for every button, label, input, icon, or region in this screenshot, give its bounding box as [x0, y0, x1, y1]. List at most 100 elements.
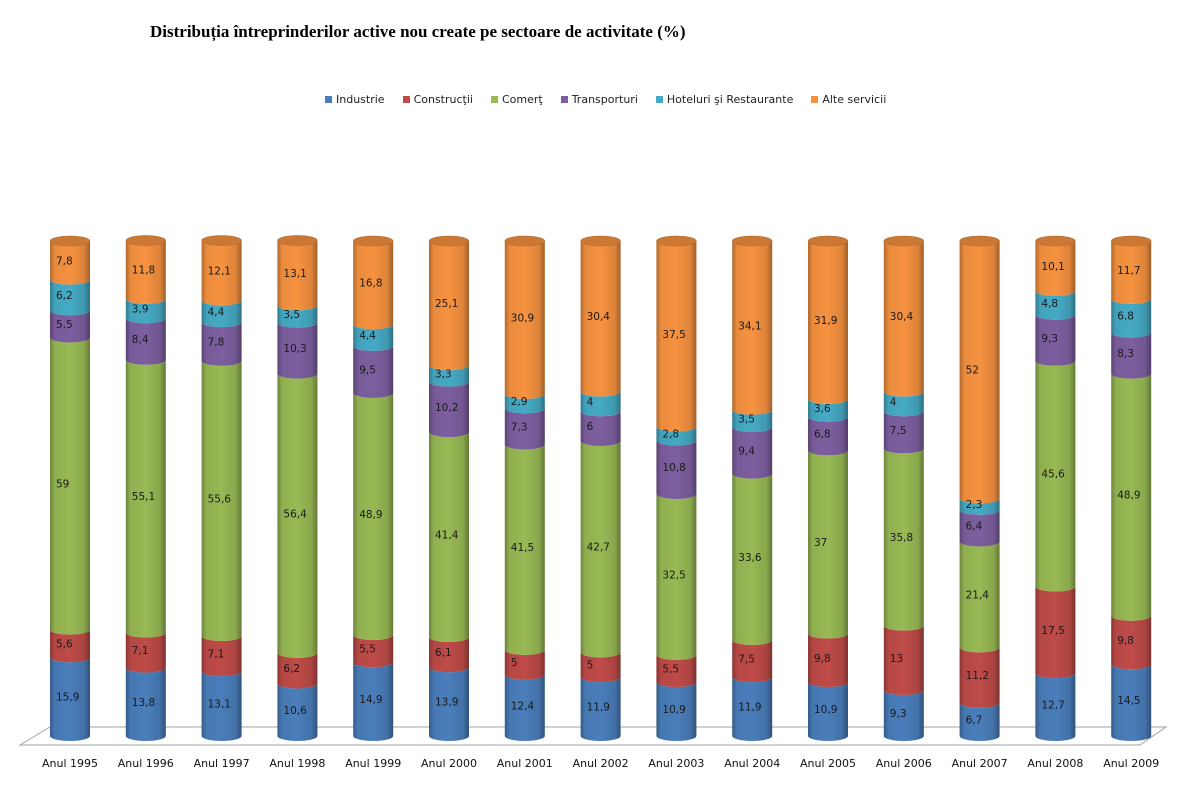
legend-label: Hoteluri şi Restaurante [666, 93, 794, 106]
category-tick-label: Anul 2009 [1103, 757, 1159, 770]
data-label: 32,5 [662, 569, 685, 581]
data-label: 6,8 [1117, 311, 1134, 323]
data-label: 3,3 [435, 368, 452, 380]
bar-segment [808, 398, 848, 422]
data-label: 5,5 [662, 663, 679, 675]
bar-top-cap [352, 235, 394, 247]
data-label: 4 [890, 396, 897, 408]
bar-segment [656, 682, 697, 741]
bar-segment [277, 240, 318, 311]
data-label: 6 [587, 421, 594, 433]
bar-segment [277, 683, 318, 741]
category-tick-label: Anul 2007 [952, 757, 1008, 770]
data-label: 7,3 [511, 421, 528, 433]
data-label: 2,8 [662, 429, 679, 441]
bar-segment [580, 391, 621, 417]
legend-item-transporturi: Transporturi [560, 93, 638, 106]
data-label: 9,8 [814, 653, 831, 665]
bar-segment [959, 541, 1000, 653]
data-label: 4,4 [208, 306, 225, 318]
bar-segment [125, 298, 166, 324]
data-label: 13,8 [132, 697, 155, 709]
bar-top-cap [1035, 235, 1076, 247]
data-label: 41,4 [435, 530, 459, 542]
bar-segment [277, 305, 318, 328]
bar-segment [429, 241, 469, 371]
bar-top-cap [1110, 235, 1152, 247]
bar-segment [883, 625, 924, 695]
bar-segment [1035, 241, 1076, 296]
bar-segment [429, 667, 469, 741]
bar-segment [1111, 373, 1152, 621]
category-tick-label: Anul 2006 [876, 757, 932, 770]
data-label: 17,5 [1041, 625, 1064, 637]
data-label: 48,9 [359, 509, 382, 521]
data-label: 6,2 [283, 663, 300, 675]
data-label: 55,6 [208, 493, 232, 505]
bar-stack [807, 235, 849, 741]
bar-stack [504, 235, 546, 741]
legend-item-industrie: Industrie [325, 93, 385, 106]
bar-segment [656, 493, 697, 660]
data-label: 25,1 [435, 298, 458, 310]
bar-stack [125, 235, 167, 741]
bar-segment [656, 654, 697, 688]
data-label: 13 [890, 653, 903, 665]
bar-segment [1035, 314, 1076, 366]
bar-segment [504, 444, 545, 655]
legend-swatch-icon [490, 96, 498, 103]
bar-top-cap [277, 235, 318, 246]
bar-segment [353, 635, 394, 668]
bar-segment [429, 365, 469, 387]
bar-segment [201, 240, 242, 306]
data-label: 9,3 [1041, 333, 1058, 345]
bar-segment [201, 360, 242, 642]
legend-label: Construcţii [413, 93, 473, 106]
bar-top-cap [807, 235, 849, 247]
data-label: 4,8 [1041, 298, 1058, 310]
bar-top-cap [504, 235, 546, 247]
data-label: 12,4 [511, 700, 535, 712]
data-label: 3,6 [814, 403, 831, 415]
bar-top-cap [731, 235, 773, 247]
bar-segment [1111, 332, 1152, 379]
bar-segment [883, 411, 924, 454]
data-label: 6,1 [435, 647, 452, 659]
data-label: 7,1 [132, 645, 149, 657]
data-label: 6,7 [966, 714, 983, 726]
data-label: 37,5 [662, 329, 685, 341]
data-label: 11,2 [966, 670, 989, 682]
data-label: 34,1 [738, 320, 761, 332]
bar-segment [1035, 290, 1076, 320]
bar-segment [656, 440, 697, 499]
bar-segment [201, 300, 242, 328]
data-label: 8,3 [1117, 348, 1134, 360]
data-label: 2,3 [966, 499, 983, 511]
bar-segment [125, 632, 166, 673]
bar-segment [50, 337, 90, 635]
legend-swatch-icon [325, 96, 332, 103]
data-label: 12,7 [1041, 700, 1064, 712]
data-label: 6,4 [966, 521, 983, 533]
data-label: 10,3 [283, 343, 306, 355]
data-label: 7,8 [56, 255, 73, 267]
bar-segment [808, 450, 848, 639]
bar-segment [1035, 673, 1076, 741]
bar-segment [277, 652, 318, 689]
bar-top-cap [125, 235, 167, 246]
bar-segment [125, 318, 166, 365]
data-label: 13,9 [435, 697, 458, 709]
data-label: 7,5 [890, 425, 907, 437]
bar-stack [49, 235, 91, 741]
data-label: 16,8 [359, 278, 382, 290]
legend-item-constructii: Construcţii [402, 93, 473, 106]
bar-segment [201, 322, 242, 366]
bar-segment [1111, 615, 1152, 670]
data-label: 8,4 [132, 334, 149, 346]
bar-segment [277, 322, 318, 379]
data-label: 10,8 [662, 462, 685, 474]
bar-segment [959, 702, 1000, 741]
category-tick-label: Anul 1998 [269, 757, 325, 770]
bar-stack [201, 235, 242, 741]
data-label: 10,1 [1041, 261, 1064, 273]
